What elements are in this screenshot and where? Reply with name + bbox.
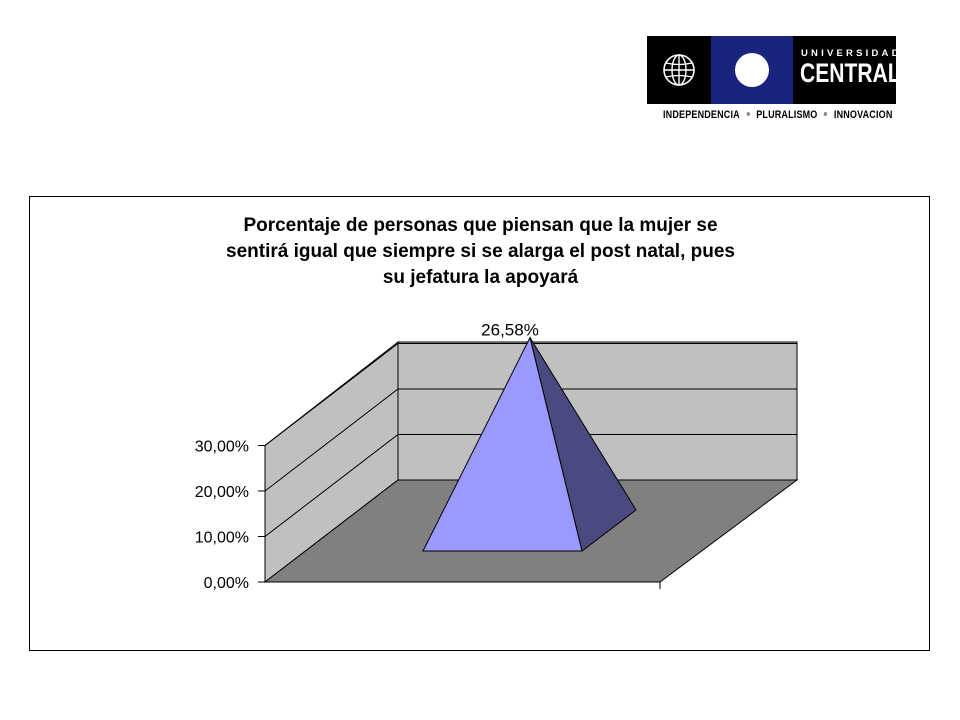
data-label: 26,58%	[481, 321, 539, 340]
y-tick-label: 20,00%	[195, 484, 249, 501]
globe-icon	[647, 36, 711, 104]
pyramid-front-face	[422, 336, 583, 552]
motto-word: PLURALISMO	[756, 109, 818, 121]
gridline	[264, 388, 797, 492]
motto-word: INDEPENDENCIA	[663, 109, 740, 121]
chart-title-line: sentirá igual que siempre si se alarga e…	[226, 241, 735, 262]
university-logo: UNIVERSIDAD CENTRAL INDEPENDENCIA PLURALI…	[647, 36, 901, 126]
logo-motto: INDEPENDENCIA PLURALISMO INNOVACION	[663, 109, 892, 123]
circle-emblem-icon	[711, 36, 793, 104]
chart-title-line: Porcentaje de personas que piensan que l…	[243, 215, 718, 236]
gridline	[264, 343, 797, 446]
chart-title-line: su jefatura la apoyará	[382, 267, 579, 288]
logo-university-text: UNIVERSIDAD	[801, 48, 902, 59]
y-tick-label: 10,00%	[195, 530, 249, 547]
motto-word: INNOVACION	[833, 109, 893, 121]
y-tick-label: 30,00%	[195, 439, 249, 456]
chart-title: Porcentaje de personas que piensan que l…	[30, 213, 931, 291]
logo-central-text: CENTRAL	[800, 58, 901, 88]
gridline	[264, 434, 797, 537]
y-tick-label: 0,00%	[204, 575, 249, 592]
